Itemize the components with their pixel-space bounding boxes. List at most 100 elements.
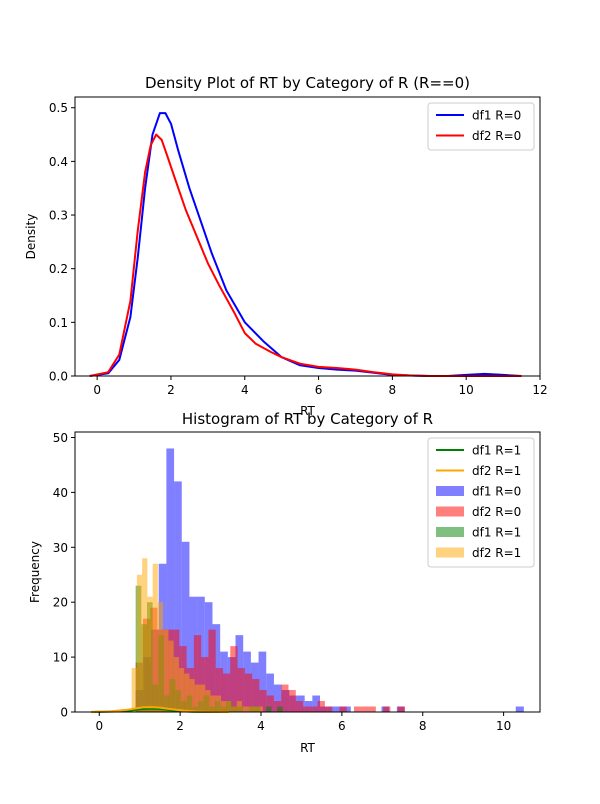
0-ytick-label: 0.5 [49, 101, 68, 115]
1-ytick-label: 20 [53, 596, 68, 610]
density-plot-ylabel: Density [24, 214, 38, 260]
0-xtick-label: 6 [315, 383, 323, 397]
histogram-bar [168, 640, 174, 712]
histogram-title: Histogram of RT by Category of R [182, 410, 433, 428]
0-ytick-label: 0.3 [49, 209, 68, 223]
histogram-bar [136, 574, 143, 712]
histogram-bar [310, 706, 318, 712]
1-xtick-label: 4 [257, 719, 265, 733]
0-xtick-label: 8 [389, 383, 397, 397]
histogram-bar [237, 668, 245, 712]
histogram-bar [303, 706, 311, 712]
histogram-bar [242, 706, 248, 712]
legend-entry-label: df2 R=1 [472, 546, 521, 560]
1-xtick-label: 2 [176, 719, 184, 733]
legend-entry-label: df1 R=0 [472, 109, 521, 123]
histogram-bar [244, 673, 253, 712]
0-xtick-label: 0 [93, 383, 101, 397]
histogram-bar [397, 706, 405, 712]
legend-patch-swatch [436, 486, 464, 496]
histogram-bar [515, 706, 524, 712]
1-xtick-label: 0 [95, 719, 103, 733]
legend-entry-label: df2 R=0 [472, 505, 521, 519]
histogram-bar [163, 629, 169, 712]
histogram-bar [312, 695, 321, 712]
0-ytick-label: 0.4 [49, 155, 68, 169]
histogram-legend: df1 R=1 df2 R=1 df1 R=0 df2 R=0 df1 R=1 df2 R… [427, 437, 535, 568]
1-ytick-label: 30 [53, 541, 68, 555]
histogram-bar [208, 629, 216, 712]
histogram-bar [257, 706, 264, 712]
histogram-bar [166, 448, 175, 712]
legend-patch-swatch [436, 527, 464, 537]
histogram-bar [142, 558, 148, 712]
legend-patch-swatch [436, 506, 464, 517]
histogram-bar [220, 701, 227, 712]
1-ytick-label: 0 [60, 706, 68, 720]
0-ytick-label: 0.1 [49, 316, 68, 330]
0-xtick-label: 10 [459, 383, 474, 397]
histogram-bar [205, 690, 211, 712]
histogram-bar [295, 701, 304, 712]
histogram-bar [258, 651, 267, 712]
histogram-bar [226, 701, 232, 712]
histogram-bar [189, 679, 195, 712]
histogram-bar [131, 668, 137, 712]
histogram-bar [324, 706, 333, 712]
histogram-bar [247, 706, 253, 712]
histogram-bar [230, 646, 238, 712]
histogram-bar [193, 635, 202, 712]
legend-entry-label: df1 R=1 [472, 526, 521, 540]
histogram-bar [181, 541, 190, 712]
histogram-xlabel: RT [300, 741, 315, 755]
1-xtick-label: 10 [496, 719, 511, 733]
density-plot-axes: Density Plot of RT by Category of R (R==… [24, 74, 548, 418]
histogram-bar [236, 701, 242, 712]
histogram-bar [215, 695, 221, 712]
histogram-bar [184, 673, 190, 712]
histogram-bar [173, 657, 179, 712]
density-plot-frame [74, 96, 541, 377]
histogram-bar [174, 481, 182, 712]
histogram-bar [317, 701, 325, 712]
histogram-bar [277, 706, 283, 712]
histogram-bar [231, 706, 237, 712]
legend-entry-label: df2 R=1 [472, 464, 521, 478]
histogram-series-3 [131, 558, 264, 712]
histogram-bar [335, 706, 344, 712]
1-ytick-label: 50 [53, 431, 68, 445]
histogram-bar [265, 706, 272, 712]
histogram-bar [157, 602, 164, 712]
histogram-bar [147, 596, 153, 712]
legend-entry-label: df1 R=0 [472, 485, 521, 499]
histogram-bar [383, 706, 391, 712]
histogram-bar [266, 673, 274, 712]
histogram-bar [368, 706, 376, 712]
0-ytick-label: 0.0 [49, 370, 68, 384]
histogram-bar [259, 690, 267, 712]
0-ytick-label: 0.2 [49, 262, 68, 276]
legend-entry-label: df2 R=0 [472, 129, 521, 143]
histogram-bar [339, 706, 347, 712]
histogram-bar [222, 673, 231, 712]
density-plot-legend: df1 R=0 df2 R=0 [427, 102, 535, 151]
histogram-bar [178, 668, 185, 712]
histogram-bar [281, 684, 289, 712]
0-xtick-label: 2 [167, 383, 175, 397]
histogram-bar [354, 706, 362, 712]
histogram-bar [273, 684, 282, 712]
histogram-bar [215, 668, 223, 712]
histogram-bar [252, 679, 260, 712]
1-ytick-label: 40 [53, 486, 68, 500]
density-plot-xlabel: RT [300, 404, 315, 418]
histogram-bar [252, 706, 258, 712]
histogram-ylabel: Frequency [28, 541, 42, 603]
0-xtick-label: 12 [532, 383, 547, 397]
histogram-bar [199, 684, 206, 712]
histogram-bar [194, 684, 200, 712]
histogram-bar [152, 563, 158, 712]
histogram-bar [361, 706, 369, 712]
density-plot-title: Density Plot of RT by Category of R (R==… [145, 74, 470, 92]
histogram-bar [343, 706, 351, 712]
0-xtick-label: 4 [241, 383, 249, 397]
